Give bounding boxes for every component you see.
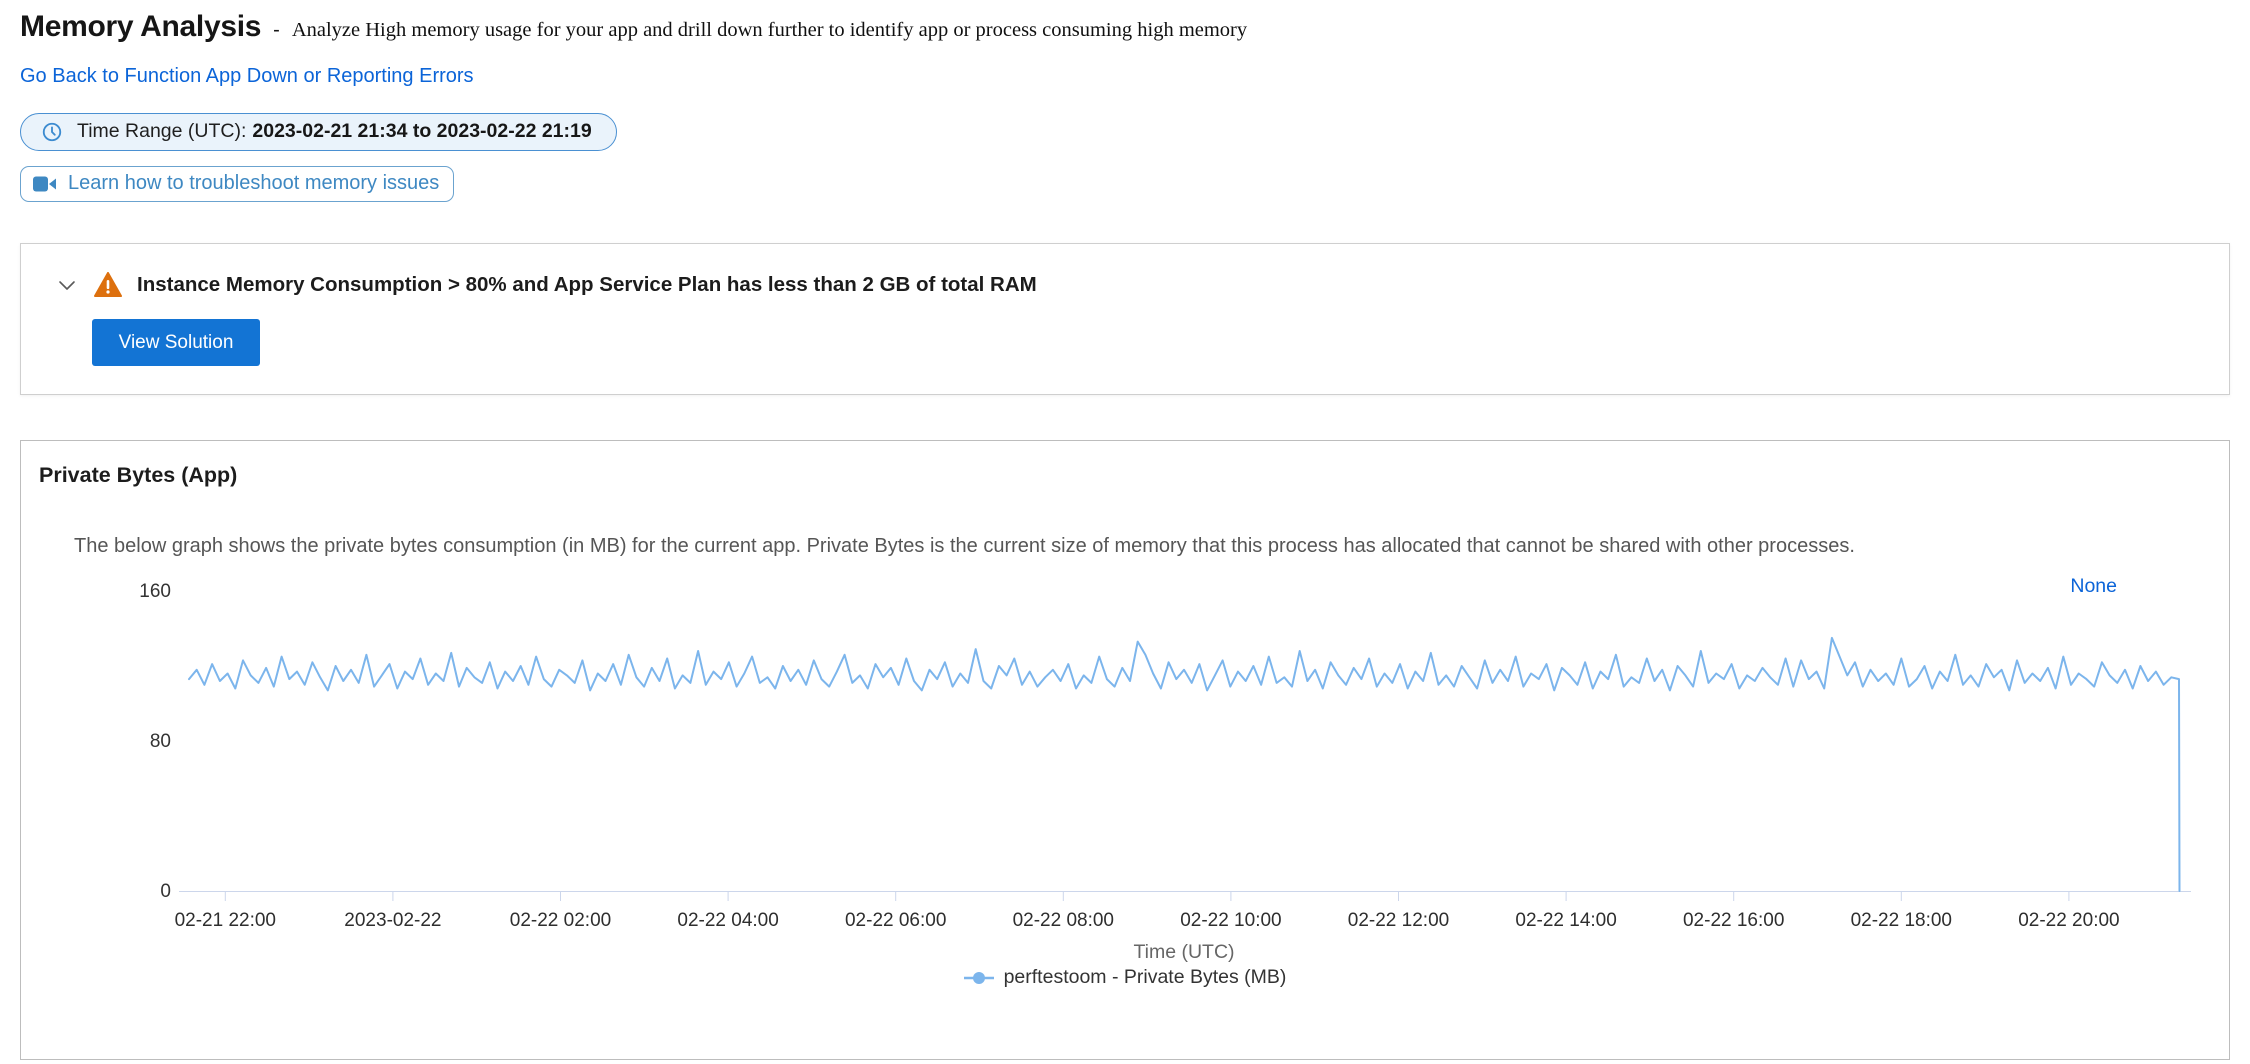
chevron-down-icon[interactable]: [55, 273, 79, 297]
private-bytes-card: Private Bytes (App) The below graph show…: [20, 440, 2230, 1060]
video-camera-icon: [33, 175, 57, 193]
page-header: Memory Analysis - Analyze High memory us…: [20, 10, 2230, 44]
time-range-row: Time Range (UTC): 2023-02-21 21:34 to 20…: [20, 88, 2230, 151]
learn-troubleshoot-label: Learn how to troubleshoot memory issues: [68, 172, 440, 194]
clock-icon: [41, 121, 63, 143]
insight-title: Instance Memory Consumption > 80% and Ap…: [137, 273, 1037, 296]
x-tick-label: 02-22 20:00: [2018, 910, 2119, 931]
page-subtitle: Analyze High memory usage for your app a…: [291, 19, 1248, 41]
y-tick-label: 160: [139, 581, 171, 602]
learn-troubleshoot-button[interactable]: Learn how to troubleshoot memory issues: [20, 166, 455, 202]
x-tick-label: 02-22 14:00: [1515, 910, 1616, 931]
none-link[interactable]: None: [2070, 575, 2117, 597]
x-tick-label: 02-22 16:00: [1683, 910, 1784, 931]
x-axis-title: Time (UTC): [1133, 941, 1234, 963]
time-range-label: Time Range (UTC):: [77, 120, 247, 142]
x-tick-label: 02-22 04:00: [677, 910, 778, 931]
time-range-pill[interactable]: Time Range (UTC): 2023-02-21 21:34 to 20…: [20, 113, 617, 151]
y-tick-label: 0: [160, 881, 171, 902]
title-separator: -: [273, 19, 280, 41]
chart-card-title: Private Bytes (App): [39, 463, 238, 487]
view-solution-button[interactable]: View Solution: [92, 319, 260, 366]
warning-triangle-icon: [94, 272, 122, 298]
insight-expander[interactable]: Instance Memory Consumption > 80% and Ap…: [55, 272, 2229, 298]
series-line: [188, 636, 2181, 892]
learn-row: Learn how to troubleshoot memory issues: [20, 151, 2230, 202]
x-tick-label: 02-22 08:00: [1013, 910, 1114, 931]
y-tick-label: 80: [150, 731, 171, 752]
x-tick-label: 02-22 02:00: [510, 910, 611, 931]
insight-card: Instance Memory Consumption > 80% and Ap…: [20, 243, 2230, 395]
x-tick-label: 02-22 10:00: [1180, 910, 1281, 931]
x-tick-label: 02-21 22:00: [175, 910, 276, 931]
legend-label: perftestoom - Private Bytes (MB): [1003, 966, 1287, 988]
private-bytes-chart: 0 80 160 02-21 22:00 2023-02-22 02-22 02:00 02…: [139, 581, 2191, 963]
legend-marker-icon: [963, 971, 994, 984]
chart-description: The below graph shows the private bytes …: [74, 535, 1855, 557]
x-tick-label: 02-22 06:00: [845, 910, 946, 931]
time-range-value: 2023-02-21 21:34 to 2023-02-22 21:19: [252, 120, 592, 142]
x-tick-label: 2023-02-22: [344, 910, 441, 931]
go-back-link[interactable]: Go Back to Function App Down or Reportin…: [20, 65, 474, 87]
page-title: Memory Analysis: [20, 10, 262, 43]
x-tick-label: 02-22 12:00: [1348, 910, 1449, 931]
x-tick-label: 02-22 18:00: [1851, 910, 1952, 931]
chart-legend[interactable]: perftestoom - Private Bytes (MB): [39, 966, 2211, 989]
